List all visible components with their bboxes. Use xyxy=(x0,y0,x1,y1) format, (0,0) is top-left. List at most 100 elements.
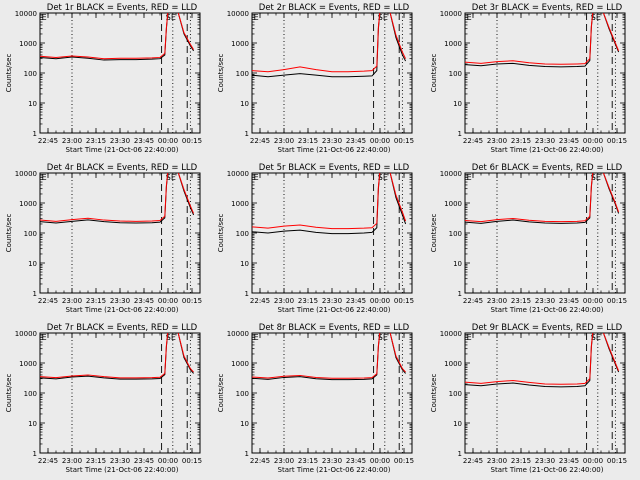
y-tick-label: 1000 xyxy=(444,200,462,208)
series-group xyxy=(252,333,406,381)
event-lines xyxy=(496,13,616,133)
y-axis-label: Counts/sec xyxy=(217,54,225,93)
panel-title: Det 8r BLACK = Events, RED = LLD xyxy=(259,323,410,333)
x-tick-label: 22:45 xyxy=(463,457,483,465)
x-tick-label: 23:30 xyxy=(322,297,342,305)
y-tick-label: 1000 xyxy=(19,40,37,48)
x-tick-label: 22:45 xyxy=(463,137,483,145)
y-tick-label: 10000 xyxy=(15,330,37,338)
series-lld xyxy=(252,13,407,73)
y-axis-label: Counts/sec xyxy=(5,54,13,93)
x-tick-label: 23:45 xyxy=(559,457,579,465)
x-tick-label: 23:30 xyxy=(110,457,130,465)
y-tick-label: 10000 xyxy=(227,330,249,338)
series-group xyxy=(40,13,195,61)
series-lld xyxy=(40,333,194,379)
series-lld xyxy=(252,173,407,230)
x-tick-label: 23:30 xyxy=(535,297,555,305)
y-axis: 1 10 100 1000 10000 xyxy=(15,10,200,138)
x-tick-label: 23:15 xyxy=(86,297,106,305)
y-axis: 1 10 100 1000 10000 xyxy=(227,10,412,138)
x-tick-label: 00:00 xyxy=(583,137,603,145)
panel-det-4: Det 4r BLACK = Events, RED = LLD 1 10 100 10… xyxy=(5,163,202,314)
x-tick-label: 00:00 xyxy=(370,297,390,305)
y-tick-label: 10 xyxy=(240,420,249,428)
x-axis-label: Start Time (21-Oct-06 22:40:00) xyxy=(66,306,179,314)
panel-det-3: Det 3r BLACK = Events, RED = LLD 1 10 100 10… xyxy=(430,3,627,154)
marker-E: E xyxy=(467,13,472,22)
plot-frame xyxy=(39,332,201,454)
panel-det-2: Det 2r BLACK = Events, RED = LLD 1 10 100 10… xyxy=(217,3,414,154)
y-tick-label: 10 xyxy=(453,420,462,428)
y-axis: 1 10 100 1000 10000 xyxy=(15,170,200,298)
marker-SE: SE xyxy=(166,13,176,22)
x-tick-label: 23:30 xyxy=(110,137,130,145)
y-tick-label: 1000 xyxy=(231,40,249,48)
x-tick-label: 00:00 xyxy=(158,297,178,305)
x-tick-label: 00:15 xyxy=(607,137,627,145)
marker-E: E xyxy=(254,173,259,182)
x-axis: 22:45 23:00 23:15 23:30 23:45 00:00 00:15 xyxy=(250,13,414,145)
x-tick-label: 23:00 xyxy=(487,137,507,145)
x-tick-label: 23:15 xyxy=(298,297,318,305)
series-lld xyxy=(465,173,620,223)
marker-SE: SE xyxy=(378,13,388,22)
marker-SE: SE xyxy=(591,173,601,182)
y-tick-label: 1000 xyxy=(19,200,37,208)
marker-E: E xyxy=(42,333,47,342)
event-lines xyxy=(496,333,616,453)
x-tick-label: 23:15 xyxy=(86,137,106,145)
x-tick-label: 23:00 xyxy=(487,297,507,305)
x-tick-label: 23:15 xyxy=(86,457,106,465)
x-tick-label: 23:15 xyxy=(511,137,531,145)
series-lld xyxy=(465,13,620,65)
x-tick-label: 22:45 xyxy=(38,297,58,305)
marker-E: E xyxy=(467,173,472,182)
y-tick-label: 10000 xyxy=(440,170,462,178)
panel-title: Det 3r BLACK = Events, RED = LLD xyxy=(472,3,623,13)
y-axis-label: Counts/sec xyxy=(430,214,438,253)
marker-SE: SE xyxy=(591,13,601,22)
series-lld xyxy=(40,13,195,60)
event-lines xyxy=(71,173,191,293)
marker-E: E xyxy=(42,173,47,182)
series-group xyxy=(40,333,194,380)
panel-title: Det 9r BLACK = Events, RED = LLD xyxy=(472,323,623,333)
y-axis-label: Counts/sec xyxy=(430,54,438,93)
x-tick-label: 00:15 xyxy=(394,457,414,465)
x-tick-label: 00:15 xyxy=(607,297,627,305)
x-axis: 22:45 23:00 23:15 23:30 23:45 00:00 00:15 xyxy=(463,13,627,145)
x-axis: 22:45 23:00 23:15 23:30 23:45 00:00 00:15 xyxy=(250,333,414,465)
x-tick-label: 23:30 xyxy=(322,137,342,145)
x-tick-label: 23:30 xyxy=(535,137,555,145)
y-tick-label: 1 xyxy=(458,450,462,458)
x-tick-label: 23:00 xyxy=(274,457,294,465)
x-tick-label: 00:00 xyxy=(370,137,390,145)
series-group xyxy=(252,173,407,235)
event-lines xyxy=(283,13,403,133)
x-tick-label: 23:45 xyxy=(346,297,366,305)
x-axis-label: Start Time (21-Oct-06 22:40:00) xyxy=(278,466,391,474)
y-tick-label: 10000 xyxy=(227,170,249,178)
series-group xyxy=(465,173,620,224)
y-tick-label: 100 xyxy=(24,230,37,238)
x-tick-label: 22:45 xyxy=(250,457,270,465)
x-tick-label: 00:15 xyxy=(607,457,627,465)
panel-det-5: Det 5r BLACK = Events, RED = LLD 1 10 100 10… xyxy=(217,163,414,314)
y-axis-label: Counts/sec xyxy=(217,374,225,413)
y-axis: 1 10 100 1000 10000 xyxy=(440,10,625,138)
marker-E: E xyxy=(254,13,259,22)
panel-det-9: Det 9r BLACK = Events, RED = LLD 1 10 100 10… xyxy=(430,323,627,474)
x-tick-label: 23:00 xyxy=(62,457,82,465)
y-axis-label: Counts/sec xyxy=(5,214,13,253)
y-tick-label: 1 xyxy=(33,130,37,138)
y-tick-label: 10000 xyxy=(440,10,462,18)
panel-title: Det 7r BLACK = Events, RED = LLD xyxy=(47,323,198,333)
panel-det-8: Det 8r BLACK = Events, RED = LLD 1 10 100 10… xyxy=(217,323,414,474)
x-tick-label: 23:15 xyxy=(298,137,318,145)
series-lld xyxy=(40,173,195,222)
plot-frame xyxy=(464,12,626,134)
marker-E: E xyxy=(42,13,47,22)
y-tick-label: 10 xyxy=(28,100,37,108)
